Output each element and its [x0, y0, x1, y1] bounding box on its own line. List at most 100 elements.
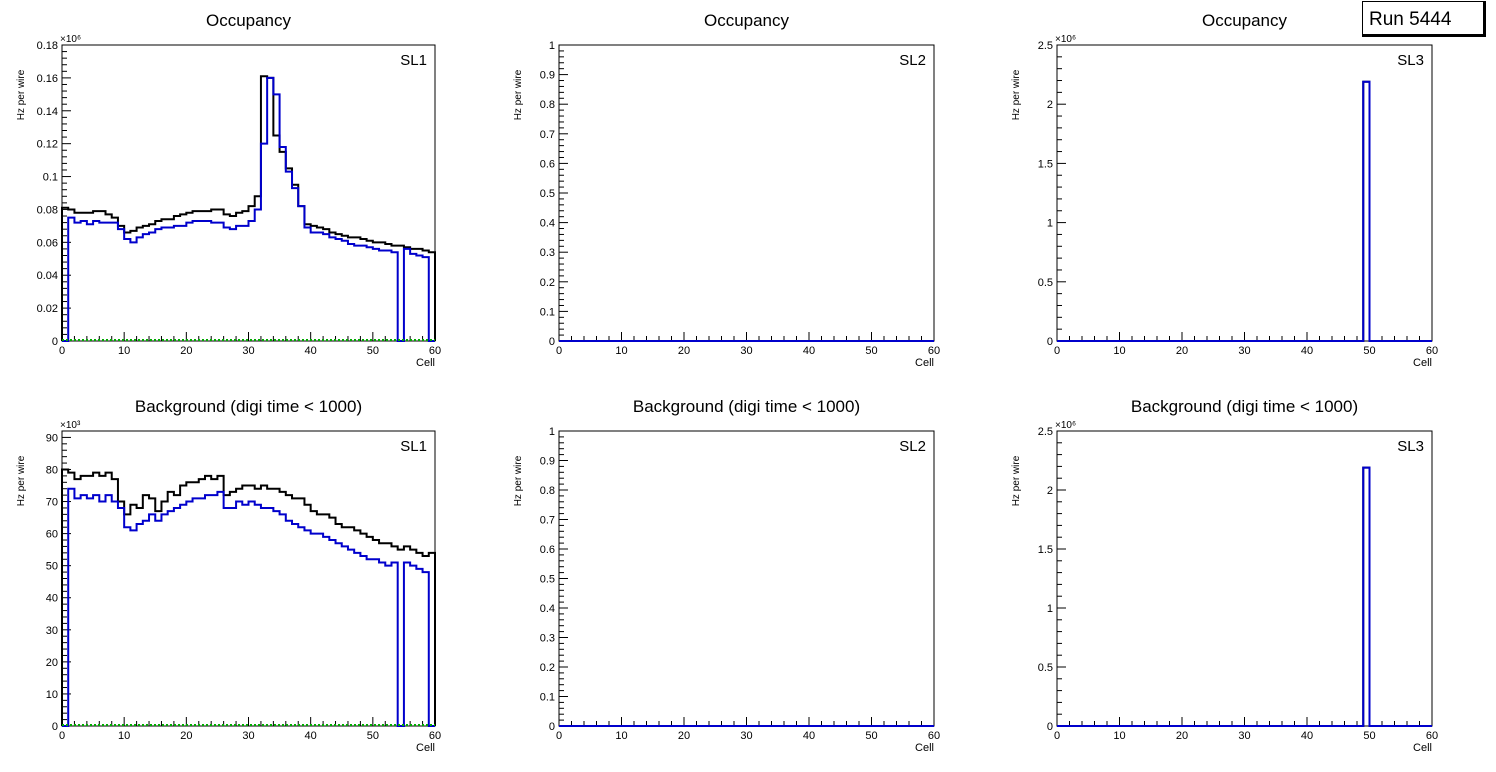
panel-4-tag-label: SL1 [400, 438, 427, 455]
panel-2-x-axis-label: Cell [915, 357, 934, 369]
panel-2-y-tick-label: 0 [549, 336, 555, 348]
panel-1-y-tick-label: 0.1 [43, 172, 58, 184]
panel-3-x-tick-label: 30 [1238, 345, 1250, 357]
panel-5-x-tick-label: 40 [803, 730, 815, 742]
panel-6-x-tick-label: 10 [1113, 730, 1125, 742]
panel-2-frame [558, 44, 935, 342]
panel-2-x-tick-label: 30 [740, 345, 752, 357]
panel-6-x-tick-label: 30 [1238, 730, 1250, 742]
panel-2-x-tick-label: 0 [556, 345, 562, 357]
panel-3-series-signal [1057, 80, 1432, 342]
panel-1-y-axis-label: Hz per wire [16, 69, 27, 120]
panel-1-title: Occupancy [206, 11, 292, 30]
panel-2-y-tick-label: 1 [549, 40, 555, 52]
panel-6-x-axis-label: Cell [1413, 742, 1432, 754]
panel-5-y-tick-label: 0 [549, 721, 555, 733]
panel-4-y-tick-label: 40 [46, 593, 58, 605]
panel-5-x-tick-label: 50 [865, 730, 877, 742]
panel-5-title: Background (digi time < 1000) [633, 397, 860, 416]
panel-4-y-tick-label: 10 [46, 689, 58, 701]
panel-2-y-tick-label: 0.3 [540, 247, 555, 259]
panel-6-x-tick-label: 40 [1301, 730, 1313, 742]
panel-2-x-tick-label: 50 [865, 345, 877, 357]
panel-4-series-total [61, 468, 436, 726]
panel-1-x-tick-label: 30 [242, 345, 254, 357]
panel-5-x-tick-label: 20 [678, 730, 690, 742]
panel-1-y-tick-label: 0.06 [37, 237, 58, 249]
panel-3-y-tick-label: 2.5 [1038, 40, 1053, 52]
panel-4-y-axis-label: Hz per wire [16, 455, 27, 506]
panel-6-title: Background (digi time < 1000) [1131, 397, 1358, 416]
panel-3-frame [1056, 44, 1433, 342]
panel-6-y-tick-label: 2 [1047, 485, 1053, 497]
panel-6-axis-exponent: ×10⁶ [1055, 420, 1076, 431]
panel-4-x-tick-label: 10 [118, 730, 130, 742]
panel-3-axis-exponent: ×10⁶ [1055, 34, 1076, 45]
panel-4-frame [61, 430, 436, 727]
panel-6-x-tick-label: 60 [1426, 730, 1438, 742]
panel-4-y-tick-label: 20 [46, 657, 58, 669]
panel-6-x-tick-label: 20 [1176, 730, 1188, 742]
panel-2-y-tick-label: 0.4 [540, 218, 555, 230]
panel-6-y-tick-label: 0 [1047, 721, 1053, 733]
panel-1-y-tick-label: 0.12 [37, 139, 58, 151]
panel-4-axis-exponent: ×10³ [60, 420, 81, 431]
panel-6-y-tick-label: 0.5 [1038, 662, 1053, 674]
run-number-label: Run 5444 [1362, 1, 1486, 37]
panel-6-frame [1056, 430, 1433, 727]
panel-3-y-tick-label: 1 [1047, 218, 1053, 230]
panel-1-y-tick-label: 0.16 [37, 73, 58, 85]
panel-4-y-tick-label: 0 [52, 721, 58, 733]
panel-2-y-tick-label: 0.1 [540, 306, 555, 318]
panel-1-y-tick-label: 0.18 [37, 40, 58, 52]
panel-3-tag-label: SL3 [1397, 52, 1424, 69]
panel-2-y-tick-label: 0.8 [540, 99, 555, 111]
panel-4-y-tick-label: 60 [46, 529, 58, 541]
panel-2-y-tick-label: 0.6 [540, 158, 555, 170]
panel-2-y-tick-label: 0.9 [540, 70, 555, 82]
panel-3-series-total [1057, 80, 1432, 342]
panel-2-y-tick-label: 0.2 [540, 277, 555, 289]
panel-1-y-tick-label: 0.14 [37, 106, 58, 118]
panel-2-x-tick-label: 20 [678, 345, 690, 357]
panel-5-frame [558, 430, 935, 727]
panel-5-y-tick-label: 1 [549, 426, 555, 438]
panel-6-x-tick-label: 50 [1363, 730, 1375, 742]
panel-1-series-signal [62, 76, 435, 342]
panel-3-y-tick-label: 0.5 [1038, 277, 1053, 289]
panel-1-y-tick-label: 0.08 [37, 204, 58, 216]
panel-2-y-tick-label: 0.5 [540, 188, 555, 200]
panel-2-tag-label: SL2 [899, 52, 926, 69]
panel-6-x-tick-label: 0 [1054, 730, 1060, 742]
panel-4-x-tick-label: 40 [305, 730, 317, 742]
panel-6-y-tick-label: 2.5 [1038, 426, 1053, 438]
panel-6-tag-label: SL3 [1397, 438, 1424, 455]
panel-5-y-tick-label: 0.5 [540, 574, 555, 586]
panel-2-x-tick-label: 40 [803, 345, 815, 357]
panel-4-x-tick-label: 50 [367, 730, 379, 742]
panel-3-x-axis-label: Cell [1413, 357, 1432, 369]
panel-3-x-tick-label: 50 [1363, 345, 1375, 357]
panel-3-y-tick-label: 1.5 [1038, 158, 1053, 170]
panel-5-y-tick-label: 0.9 [540, 456, 555, 468]
panel-1-x-tick-label: 20 [180, 345, 192, 357]
panel-5-x-tick-label: 10 [615, 730, 627, 742]
panel-6-series-total [1057, 466, 1432, 727]
panel-4-x-tick-label: 30 [242, 730, 254, 742]
panel-3-x-tick-label: 20 [1176, 345, 1188, 357]
panel-5-y-tick-label: 0.7 [540, 515, 555, 527]
panel-5-x-tick-label: 60 [928, 730, 940, 742]
panel-3-y-tick-label: 2 [1047, 99, 1053, 111]
panel-2-y-axis-label: Hz per wire [513, 69, 524, 120]
panel-4-y-tick-label: 90 [46, 432, 58, 444]
panel-5-y-axis-label: Hz per wire [513, 455, 524, 506]
panel-4-x-tick-label: 60 [429, 730, 441, 742]
panel-6-series-signal [1057, 466, 1432, 727]
panel-2-x-tick-label: 60 [928, 345, 940, 357]
panel-1-x-tick-label: 60 [429, 345, 441, 357]
panel-4-x-tick-label: 20 [180, 730, 192, 742]
panel-3-x-tick-label: 10 [1113, 345, 1125, 357]
panel-3-y-axis-label: Hz per wire [1011, 69, 1022, 120]
panel-3-title: Occupancy [1202, 11, 1288, 30]
